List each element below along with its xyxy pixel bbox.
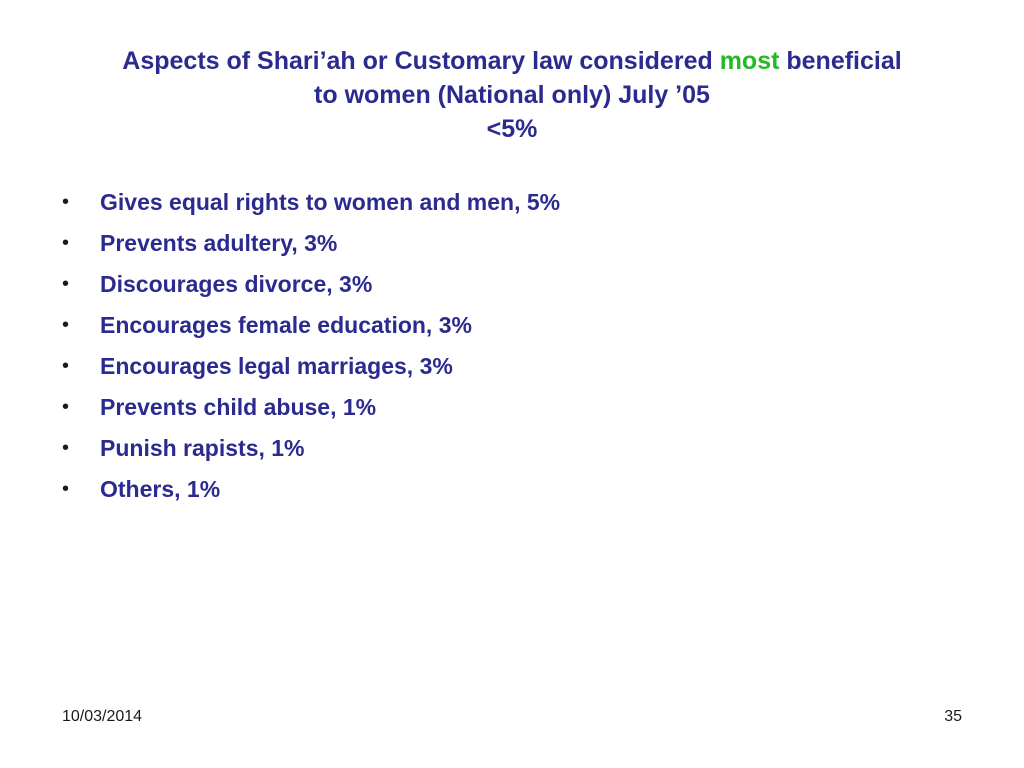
title-line-1-start: Aspects of Shari’ah or Customary law con…: [122, 47, 720, 75]
list-item-text: Encourages legal marriages, 3%: [100, 353, 453, 379]
footer-date: 10/03/2014: [62, 708, 143, 725]
title-highlight-word: most: [719, 47, 780, 75]
list-item: • Prevents child abuse, 1%: [62, 389, 962, 430]
bullet-icon: •: [62, 232, 70, 254]
list-item: • Punish rapists, 1%: [62, 430, 962, 471]
list-item-text: Others, 1%: [100, 476, 221, 502]
list-item: • Others, 1%: [62, 471, 962, 512]
bullet-icon: •: [62, 273, 70, 295]
bullet-icon: •: [62, 355, 70, 377]
slide-title: Aspects of Shari’ah or Customary law con…: [40, 44, 984, 146]
bullet-icon: •: [62, 437, 70, 459]
list-item-text: Punish rapists, 1%: [100, 435, 305, 461]
bullet-icon: •: [62, 314, 70, 336]
list-item-text: Encourages female education, 3%: [100, 312, 472, 338]
list-item: • Discourages divorce, 3%: [62, 266, 962, 307]
bullet-icon: •: [62, 191, 70, 213]
bullet-icon: •: [62, 396, 70, 418]
bullet-list: • Gives equal rights to women and men, 5%…: [62, 184, 962, 512]
list-item: • Gives equal rights to women and men, 5%: [62, 184, 962, 225]
list-item-text: Gives equal rights to women and men, 5%: [100, 189, 561, 215]
title-line-3: <5%: [486, 115, 538, 143]
list-item-text: Discourages divorce, 3%: [100, 271, 373, 297]
title-line-2: to women (National only) July ’05: [314, 81, 710, 109]
bullet-icon: •: [62, 478, 70, 500]
list-item: • Encourages legal marriages, 3%: [62, 348, 962, 389]
list-item-text: Prevents adultery, 3%: [100, 230, 338, 256]
list-item: • Prevents adultery, 3%: [62, 225, 962, 266]
title-line-1: Aspects of Shari’ah or Customary law con…: [40, 44, 984, 78]
page-number: 35: [944, 708, 962, 725]
title-line-1-end: beneficial: [779, 47, 902, 75]
list-item: • Encourages female education, 3%: [62, 307, 962, 348]
list-item-text: Prevents child abuse, 1%: [100, 394, 377, 420]
